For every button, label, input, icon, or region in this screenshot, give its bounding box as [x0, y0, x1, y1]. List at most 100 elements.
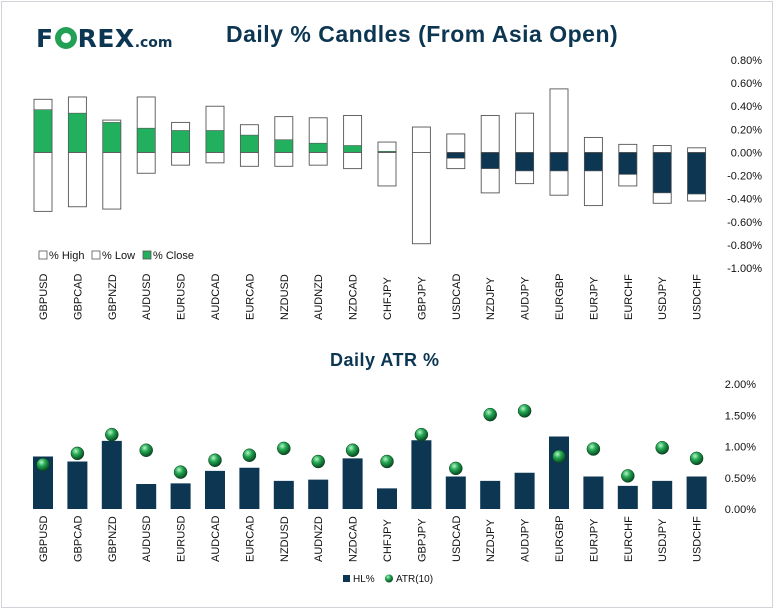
category-label: AUDJPY: [520, 518, 532, 562]
close-bar: [343, 145, 362, 153]
category-label: AUDJPY: [520, 276, 532, 320]
category-label: EURUSD: [176, 515, 188, 562]
category-label: GBPUSD: [38, 273, 50, 320]
atr-marker: [70, 446, 85, 461]
close-bar: [446, 152, 466, 159]
hl-bar: [549, 436, 569, 509]
atr-marker: [277, 441, 291, 456]
category-label: NZDJPY: [485, 277, 497, 320]
atr-marker: [139, 443, 153, 457]
y-tick-label: 0.00%: [731, 147, 762, 159]
hl-bar: [514, 472, 535, 509]
logo-letters-rex: REX: [77, 24, 135, 53]
atr-marker: [621, 469, 635, 483]
category-label: EURUSD: [176, 273, 188, 320]
atr-marker: [173, 465, 188, 479]
hl-bar: [33, 456, 53, 509]
category-label: EURJPY: [588, 518, 600, 562]
category-label: USDJPY: [657, 276, 669, 320]
hl-bar: [239, 467, 260, 509]
hl-bar: [170, 483, 191, 509]
category-label: EURCAD: [244, 273, 256, 320]
close-bar: [274, 139, 294, 153]
legend-label: % Close: [153, 250, 194, 262]
category-label: GBPCAD: [72, 273, 84, 320]
candles-chart: 0.80% 0.60% 0.40% 0.20% 0.00% -0.20% -0.40% -0.…: [33, 55, 762, 320]
category-label: USDCAD: [451, 273, 463, 320]
y-tick-label: 0.60%: [731, 78, 762, 90]
close-bar: [480, 152, 500, 169]
y-tick-label: 0.00%: [725, 504, 756, 516]
atr-marker: [552, 449, 566, 464]
range-bar: [411, 126, 431, 245]
range-bar: [446, 133, 466, 170]
y-tick-label: 0.80%: [731, 55, 762, 67]
logo-o-ring-icon: [54, 27, 77, 49]
category-label: AUDUSD: [141, 273, 153, 320]
hl-bar: [377, 488, 397, 509]
category-label: NZDUSD: [279, 516, 291, 562]
legend-label: % Low: [102, 250, 135, 262]
category-label: AUDCAD: [210, 273, 222, 320]
candles-chart-title: Daily % Candles (From Asia Open): [226, 21, 619, 47]
close-bar: [136, 127, 156, 153]
category-label: CHFJPY: [382, 277, 394, 320]
y-tick-label: 2.00%: [725, 379, 756, 391]
category-label: USDCAD: [451, 515, 463, 562]
category-label: EURGBP: [554, 274, 566, 320]
hl-bar: [617, 485, 638, 509]
category-label: AUDNZD: [313, 274, 325, 320]
category-label: USDCHF: [692, 516, 704, 562]
atr-marker: [655, 441, 669, 455]
atr-marker: [414, 427, 429, 442]
atr-chart-title: Daily ATR %: [330, 350, 440, 370]
category-label: USDJPY: [657, 518, 669, 562]
hl-bar: [583, 476, 604, 509]
atr-marker: [242, 448, 257, 462]
close-bar: [240, 134, 259, 153]
close-bar: [549, 152, 569, 172]
legend-swatch: [142, 250, 152, 260]
hl-bar: [480, 480, 501, 509]
legend-swatch: [91, 250, 101, 260]
hl-bar: [101, 440, 122, 509]
category-label: GBPJPY: [416, 518, 428, 562]
y-tick-label: 0.40%: [731, 101, 762, 113]
hl-bar: [308, 479, 329, 509]
category-label: CHFJPY: [382, 519, 394, 562]
atr-marker: [449, 461, 463, 476]
y-tick-label: -0.80%: [727, 240, 762, 252]
close-bar: [652, 152, 672, 194]
close-bar: [33, 109, 53, 153]
legend-swatch: [343, 575, 350, 582]
close-bar: [102, 122, 122, 153]
category-label: GBPNZD: [107, 274, 119, 320]
atr-marker: [36, 457, 50, 472]
y-tick-label: 0.50%: [725, 473, 756, 485]
atr-marker: [689, 451, 704, 466]
range-bar: [343, 115, 363, 170]
hl-bar: [342, 458, 363, 509]
forex-logo: F REX.com: [36, 24, 173, 54]
category-label: NZDCAD: [348, 516, 360, 562]
legend-label: % High: [49, 250, 84, 262]
category-label: EURCHF: [623, 516, 635, 562]
category-label: GBPJPY: [416, 276, 428, 320]
category-label: EURCAD: [244, 515, 256, 562]
category-label: NZDCAD: [348, 274, 360, 320]
hl-bar: [411, 440, 432, 509]
category-label: EURGBP: [554, 516, 566, 562]
category-label: EURJPY: [588, 276, 600, 320]
y-tick-label: -1.00%: [727, 263, 762, 275]
close-bar: [68, 112, 87, 153]
y-tick-label: -0.20%: [727, 171, 762, 183]
close-bar: [171, 130, 190, 153]
category-label: GBPCAD: [72, 515, 84, 562]
atr-marker: [517, 404, 532, 418]
atr-marker: [105, 427, 119, 442]
category-label: GBPUSD: [38, 515, 50, 562]
y-tick-label: 1.50%: [725, 410, 756, 422]
hl-bar: [652, 480, 673, 509]
y-tick-label: -0.40%: [727, 194, 762, 206]
y-tick-label: 1.00%: [725, 442, 756, 454]
